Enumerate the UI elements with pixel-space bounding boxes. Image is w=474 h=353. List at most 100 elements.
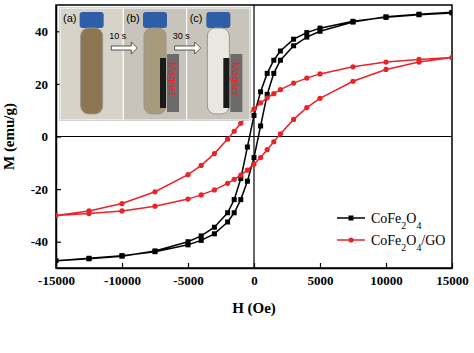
- x-tick: 0: [251, 263, 258, 288]
- data-point: [185, 196, 190, 201]
- data-point: [251, 162, 256, 167]
- x-tick-label: -15000: [38, 273, 75, 288]
- data-point: [152, 189, 157, 194]
- x-tick-mark: [386, 263, 387, 268]
- data-point: [245, 168, 250, 173]
- magnet-block: [230, 54, 242, 112]
- data-point: [212, 187, 217, 192]
- data-point: [449, 55, 452, 60]
- data-point: [291, 37, 296, 42]
- y-tick-mark: [56, 242, 61, 243]
- data-point: [120, 254, 125, 259]
- y-tick-mark: [56, 189, 61, 190]
- y-tick: -20: [31, 182, 61, 197]
- x-tick-mark: [320, 263, 321, 268]
- y-axis-title: M (emu/g): [1, 103, 18, 170]
- x-tick-label: 15000: [436, 273, 469, 288]
- panel-label: (c): [190, 12, 203, 24]
- data-point: [152, 204, 157, 209]
- x-tick-mark: [122, 263, 123, 268]
- legend-entry: CoFe2O4/GO: [337, 233, 445, 253]
- data-point: [119, 208, 124, 213]
- x-tick-mark: [452, 263, 453, 268]
- data-point: [225, 181, 230, 186]
- data-point: [186, 242, 191, 247]
- magnet-label: Magnet: [230, 62, 241, 96]
- data-point: [212, 225, 217, 230]
- panel-background: [60, 8, 123, 120]
- data-point: [56, 213, 59, 218]
- data-point: [271, 91, 276, 96]
- data-point: [212, 231, 217, 236]
- tube: [144, 28, 166, 114]
- zero-line-y: [56, 136, 452, 137]
- data-point: [251, 106, 256, 111]
- y-tick: 40: [35, 24, 61, 39]
- series-group: [56, 10, 452, 263]
- series-markers: [56, 10, 452, 263]
- legend: CoFe2O4CoFe2O4/GO: [337, 211, 445, 253]
- data-point: [232, 129, 237, 134]
- x-axis: -15000-10000-5000050001000015000: [38, 263, 469, 288]
- x-tick-label: -10000: [104, 273, 141, 288]
- x-tick: -10000: [104, 263, 141, 288]
- data-point: [383, 59, 388, 64]
- data-point: [252, 113, 257, 118]
- y-tick-mark: [56, 136, 61, 137]
- tube: [207, 28, 229, 114]
- data-point: [153, 248, 158, 253]
- inset-background: [60, 8, 250, 120]
- data-point: [317, 71, 322, 76]
- arrow: [175, 42, 201, 54]
- data-point: [417, 12, 422, 17]
- x-tick-label: 0: [251, 273, 258, 288]
- data-point: [232, 177, 237, 182]
- data-point: [119, 201, 124, 206]
- data-point: [265, 147, 270, 152]
- data-point: [258, 155, 263, 160]
- particles: [223, 58, 229, 108]
- data-point: [225, 219, 230, 224]
- legend-marker: [348, 237, 353, 242]
- x-tick-mark: [188, 263, 189, 268]
- tube-cap: [143, 12, 167, 28]
- data-point: [265, 95, 270, 100]
- y-tick-label: -20: [31, 182, 48, 197]
- data-point: [265, 71, 270, 76]
- data-point: [199, 192, 204, 197]
- y-tick: 0: [42, 129, 62, 144]
- data-point: [153, 249, 158, 254]
- data-point: [199, 238, 204, 243]
- tube: [81, 28, 103, 114]
- data-point: [86, 211, 91, 216]
- inset-panel: [60, 8, 123, 120]
- x-tick: 10000: [370, 263, 403, 288]
- legend-entry: CoFe2O4: [337, 211, 421, 231]
- data-point: [350, 64, 355, 69]
- data-point: [232, 210, 237, 215]
- y-tick-label: 20: [35, 77, 48, 92]
- x-tick-label: 10000: [370, 273, 403, 288]
- tube-cap: [80, 12, 104, 28]
- plot: -15000-10000-5000050001000015000-40-2002…: [31, 5, 469, 288]
- data-point: [351, 20, 356, 25]
- panel-label: (b): [126, 12, 139, 24]
- data-point: [258, 123, 263, 128]
- y-tick-label: 0: [42, 129, 49, 144]
- data-point: [232, 197, 237, 202]
- y-tick: -40: [31, 234, 61, 249]
- data-point: [258, 100, 263, 105]
- data-point: [225, 210, 230, 215]
- data-point: [87, 256, 92, 261]
- panel-background: [123, 8, 186, 120]
- data-point: [317, 96, 322, 101]
- chart: -15000-10000-5000050001000015000-40-2002…: [0, 0, 474, 353]
- zero-lines: [56, 5, 452, 268]
- data-point: [258, 89, 263, 94]
- data-point: [291, 81, 296, 86]
- x-tick-label: -5000: [173, 273, 203, 288]
- data-point: [225, 137, 230, 142]
- data-point: [304, 76, 309, 81]
- y-axis: -40 -20 0 20 40: [31, 6, 61, 269]
- x-tick: 15000: [436, 263, 469, 288]
